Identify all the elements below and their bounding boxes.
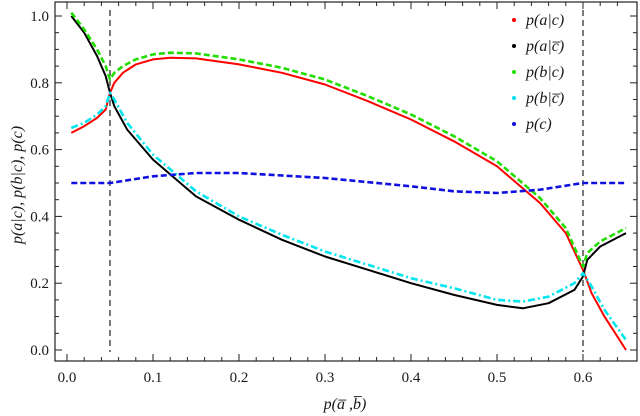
legend-marker xyxy=(512,70,516,74)
series-line xyxy=(70,15,627,310)
x-tick-label: 0.1 xyxy=(144,370,163,386)
data-series xyxy=(70,11,628,351)
legend-marker xyxy=(512,18,516,22)
reference-lines xyxy=(109,10,584,352)
legend-label: p(b|c̅) xyxy=(525,90,564,107)
y-tick-label: 0.0 xyxy=(30,343,49,359)
x-tick-label: 0.4 xyxy=(402,370,421,386)
series-line xyxy=(70,11,627,268)
legend-label: p(c) xyxy=(525,116,552,133)
series-line xyxy=(70,91,628,341)
plot-frame xyxy=(54,1,638,362)
y-axis-label: p(a|c), p(b|c), p(c) xyxy=(9,126,26,245)
x-tick-label: 0.5 xyxy=(488,370,507,386)
legend-label: p(a|c) xyxy=(525,12,564,29)
legend-marker xyxy=(512,44,516,48)
legend-marker xyxy=(512,122,516,126)
y-tick-label: 1.0 xyxy=(30,9,49,25)
legend: p(a|c) p(a|c̅) p(b|c) p(b|c̅) p(c) xyxy=(512,12,564,133)
legend-marker xyxy=(512,96,516,100)
axis-ticks: 0.0 0.1 0.2 0.3 0.4 0.5 0.6 0.0 0.2 0.4 0.6 0.8 1.0 xyxy=(30,2,637,386)
x-tick-label: 0.2 xyxy=(230,370,249,386)
y-tick-label: 0.6 xyxy=(30,143,49,159)
x-tick-label: 0.0 xyxy=(58,370,77,386)
x-tick-label: 0.3 xyxy=(316,370,335,386)
x-axis-label: p(a̅ ,b̅) xyxy=(323,395,367,413)
legend-label: p(b|c) xyxy=(525,64,564,81)
y-tick-label: 0.2 xyxy=(30,276,49,292)
y-tick-label: 0.8 xyxy=(30,76,49,92)
series-line xyxy=(71,171,626,195)
x-tick-label: 0.6 xyxy=(574,370,593,386)
legend-label: p(a|c̅) xyxy=(525,38,564,55)
y-tick-label: 0.4 xyxy=(30,209,49,225)
series-line xyxy=(70,56,627,351)
